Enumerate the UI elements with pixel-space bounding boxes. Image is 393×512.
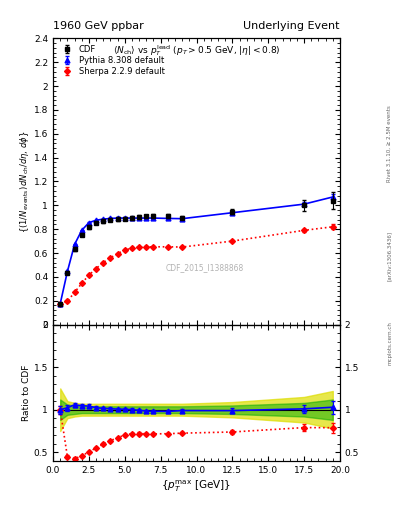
Legend: CDF, Pythia 8.308 default, Sherpa 2.2.9 default: CDF, Pythia 8.308 default, Sherpa 2.2.9 … (57, 42, 167, 79)
Text: 1960 GeV ppbar: 1960 GeV ppbar (53, 20, 144, 31)
Text: $\langle N_\mathrm{ch}\rangle$ vs $p_T^\mathrm{lead}$ ($p_T > 0.5$ GeV, $|\eta| : $\langle N_\mathrm{ch}\rangle$ vs $p_T^\… (113, 42, 280, 58)
Y-axis label: $\{(1/N_\mathrm{events})\,dN_\mathrm{ch}/d\eta,\,d\phi\}$: $\{(1/N_\mathrm{events})\,dN_\mathrm{ch}… (18, 130, 31, 233)
Y-axis label: Ratio to CDF: Ratio to CDF (22, 365, 31, 421)
Text: mcplots.cern.ch: mcplots.cern.ch (387, 321, 392, 365)
Text: Rivet 3.1.10, ≥ 2.5M events: Rivet 3.1.10, ≥ 2.5M events (387, 105, 392, 182)
X-axis label: $\{p_T^\mathrm{max}$ [GeV]$\}$: $\{p_T^\mathrm{max}$ [GeV]$\}$ (162, 479, 231, 494)
Text: Underlying Event: Underlying Event (243, 20, 340, 31)
Text: CDF_2015_I1388868: CDF_2015_I1388868 (166, 263, 244, 272)
Text: [arXiv:1306.3436]: [arXiv:1306.3436] (387, 231, 392, 281)
